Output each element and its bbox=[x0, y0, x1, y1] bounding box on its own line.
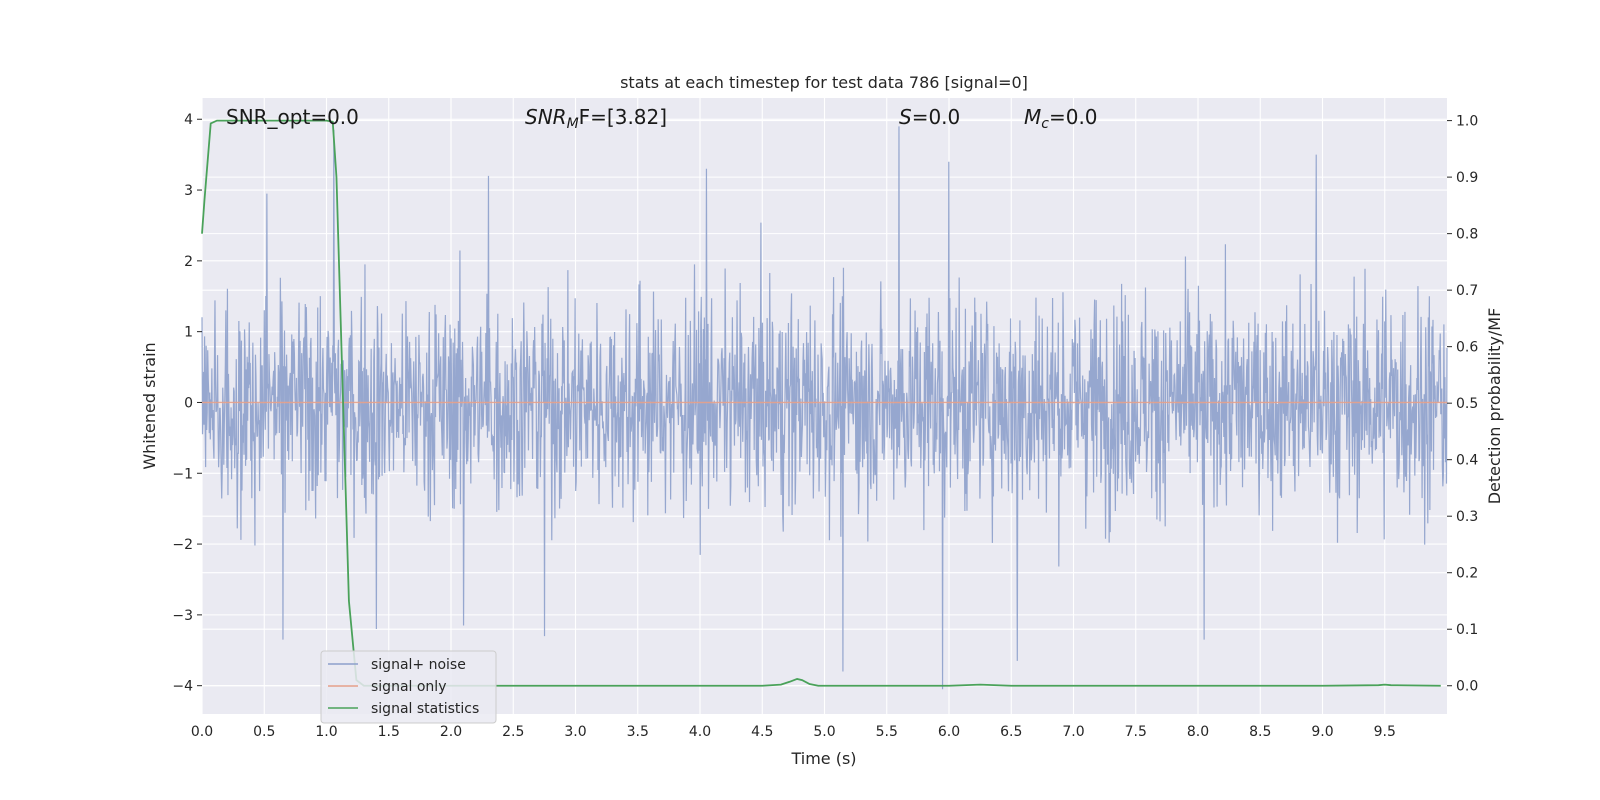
y2-tick-label: 0.3 bbox=[1456, 509, 1478, 525]
annotation-s-base: S bbox=[899, 105, 912, 129]
chart-title: stats at each timestep for test data 786… bbox=[620, 73, 1028, 92]
annotation-snr-mf-rest: F=[3.82] bbox=[579, 105, 667, 129]
x-tick-label: 0.5 bbox=[253, 724, 275, 740]
annotation-mc-base: M bbox=[1024, 105, 1041, 129]
y2-tick-label: 1.0 bbox=[1456, 114, 1478, 130]
annotation-snr-mf: SNRMF=[3.82] bbox=[525, 105, 667, 132]
x-tick-label: 6.5 bbox=[1000, 724, 1022, 740]
annotation-s: S=0.0 bbox=[899, 105, 960, 129]
y-tick-label: 2 bbox=[184, 254, 193, 270]
x-tick-label: 6.0 bbox=[938, 724, 960, 740]
legend-label-signal-noise: signal+ noise bbox=[371, 657, 466, 673]
x-tick-label: 7.0 bbox=[1062, 724, 1084, 740]
x-tick-label: 5.0 bbox=[813, 724, 835, 740]
y2-tick-label: 0.2 bbox=[1456, 566, 1478, 582]
annotation-snr-opt: SNR_opt=0.0 bbox=[226, 105, 359, 129]
x-tick-label: 3.0 bbox=[564, 724, 586, 740]
x-tick-label: 8.5 bbox=[1249, 724, 1271, 740]
x-tick-label: 2.5 bbox=[502, 724, 524, 740]
y-tick-label: −4 bbox=[172, 679, 193, 695]
x-tick-label: 2.0 bbox=[440, 724, 462, 740]
x-axis-ticks: 0.0 0.5 1.0 1.5 2.0 2.5 3.0 3.5 4.0 4.5 5.0 5.5 6.0 6… bbox=[191, 724, 1396, 740]
annotation-mc-sub: c bbox=[1041, 116, 1049, 132]
annotation-snr-mf-base: SNR bbox=[525, 105, 567, 129]
y-tick-label: 1 bbox=[184, 325, 193, 341]
y2-tick-label: 0.1 bbox=[1456, 622, 1478, 638]
legend-label-signal-statistics: signal statistics bbox=[371, 701, 479, 717]
y2-axis-label: Detection probability/MF bbox=[1485, 308, 1504, 505]
x-tick-label: 1.0 bbox=[315, 724, 337, 740]
x-tick-label: 4.5 bbox=[751, 724, 773, 740]
y-tick-label: −2 bbox=[172, 537, 193, 553]
annotation-s-rest: =0.0 bbox=[912, 105, 961, 129]
y2-tick-label: 0.4 bbox=[1456, 453, 1478, 469]
x-tick-label: 3.5 bbox=[627, 724, 649, 740]
y-tick-label: 0 bbox=[184, 395, 193, 411]
x-tick-label: 1.5 bbox=[378, 724, 400, 740]
x-tick-label: 4.0 bbox=[689, 724, 711, 740]
x-tick-label: 9.5 bbox=[1374, 724, 1396, 740]
y2-axis-ticks: 0.0 0.1 0.2 0.3 0.4 0.5 0.6 0.7 0.8 0.9 1.0 bbox=[1447, 114, 1478, 695]
y-tick-label: 3 bbox=[184, 183, 193, 199]
legend-label-signal-only: signal only bbox=[371, 679, 446, 695]
y2-tick-label: 0.0 bbox=[1456, 679, 1478, 695]
y-tick-label: −3 bbox=[172, 608, 193, 624]
y-tick-label: −1 bbox=[172, 466, 193, 482]
y2-tick-label: 0.7 bbox=[1456, 283, 1478, 299]
series-signal-statistics bbox=[201, 119, 1441, 687]
y-tick-label: 4 bbox=[184, 112, 193, 128]
y2-tick-label: 0.6 bbox=[1456, 340, 1478, 356]
x-tick-label: 8.0 bbox=[1187, 724, 1209, 740]
legend: signal+ noise signal only signal statist… bbox=[320, 650, 497, 724]
x-tick-label: 7.5 bbox=[1125, 724, 1147, 740]
y2-tick-label: 0.9 bbox=[1456, 170, 1478, 186]
x-tick-label: 9.0 bbox=[1311, 724, 1333, 740]
annotation-snr-mf-sub: M bbox=[567, 116, 579, 132]
y2-tick-label: 0.8 bbox=[1456, 227, 1478, 243]
x-tick-label: 0.0 bbox=[191, 724, 213, 740]
annotation-mc-rest: =0.0 bbox=[1049, 105, 1098, 129]
signal-statistics-line bbox=[201, 119, 1441, 687]
y-axis-ticks: −4 −3 −2 −1 0 1 2 3 4 bbox=[172, 112, 202, 695]
annotation-mc: Mc=0.0 bbox=[1024, 105, 1098, 132]
legend-box bbox=[320, 650, 497, 724]
x-axis-label: Time (s) bbox=[790, 749, 856, 768]
y-axis-label: Whitened strain bbox=[140, 342, 159, 469]
y2-tick-label: 0.5 bbox=[1456, 396, 1478, 412]
x-tick-label: 5.5 bbox=[876, 724, 898, 740]
